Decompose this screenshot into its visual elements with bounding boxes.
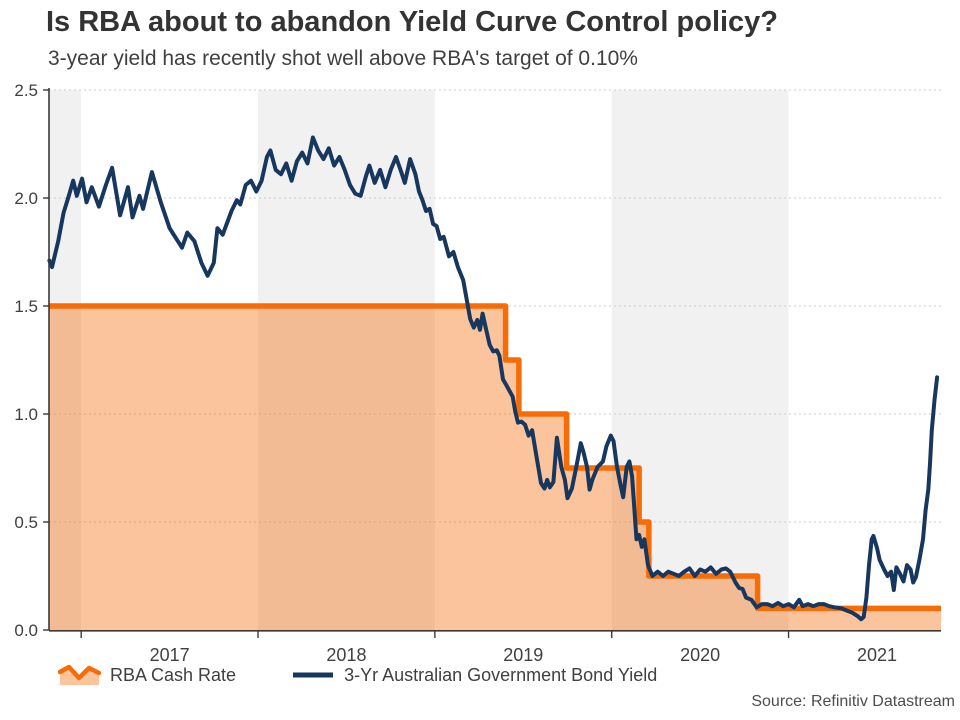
x-axis-label: 2018 (326, 645, 366, 665)
legend-label: 3-Yr Australian Government Bond Yield (344, 664, 658, 685)
area-swatch-icon (58, 664, 101, 685)
cash-rate-area (49, 306, 941, 630)
cash-rate-line (49, 303, 941, 612)
y-axis-label: 1.0 (14, 405, 38, 424)
legend-label: RBA Cash Rate (110, 664, 237, 685)
y-axis-label: 0.5 (14, 513, 38, 532)
year-band (788, 90, 941, 630)
year-band (81, 90, 259, 630)
year-band (49, 90, 82, 630)
x-axis-label: 2020 (680, 645, 720, 665)
y-axis-label: 2.5 (14, 81, 38, 100)
line-swatch-icon (293, 672, 334, 678)
year-band (434, 90, 612, 630)
y-axis-label: 2.0 (14, 189, 38, 208)
source-note: Source: Refinitiv Datastream (751, 693, 955, 710)
y-axis-label: 0.0 (14, 621, 38, 640)
page-subtitle: 3-year yield has recently shot well abov… (48, 47, 638, 70)
page-title: Is RBA about to abandon Yield Curve Cont… (46, 6, 779, 38)
legend-item-rba-cash-rate: RBA Cash Rate (58, 663, 236, 687)
y-axis-label: 1.5 (14, 297, 38, 316)
x-axis-label: 2017 (150, 645, 190, 665)
legend-item-bond-yield: 3-Yr Australian Government Bond Yield (291, 665, 657, 686)
legend: RBA Cash Rate 3-Yr Australian Government… (58, 663, 657, 687)
x-axis-label: 2021 (857, 645, 897, 665)
bond-yield-line (47, 135, 940, 622)
x-axis-label: 2019 (503, 645, 543, 665)
